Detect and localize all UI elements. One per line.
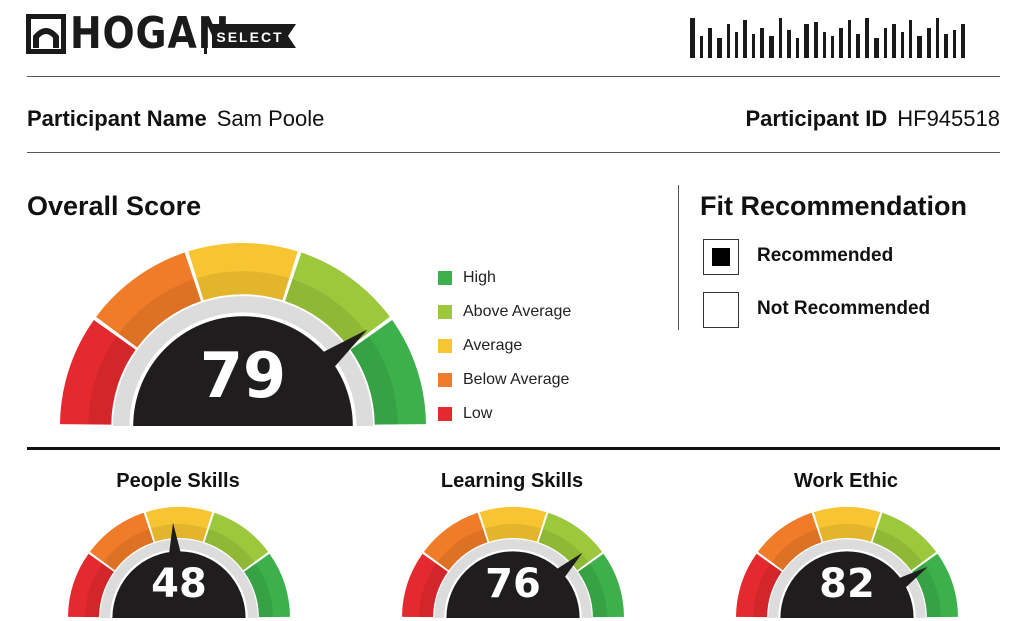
select-badge: SELECT — [204, 18, 296, 54]
overall-score-title: Overall Score — [27, 191, 202, 221]
high-segment — [350, 319, 426, 425]
fit-recommendation-title: Fit Recommendation — [700, 191, 968, 221]
gauge-needle-icon — [168, 522, 182, 557]
above-average-segment — [285, 252, 390, 348]
section-divider — [678, 185, 679, 330]
below-average-segment — [423, 512, 488, 571]
barcode-graphic — [690, 18, 965, 58]
legend-swatch-below-average — [438, 373, 452, 387]
gauge-dial — [446, 551, 580, 618]
gauge-track — [100, 539, 258, 618]
work-ethic-title: Work Ethic — [793, 470, 899, 492]
gauge-needle-icon — [895, 566, 928, 591]
low-segment — [736, 553, 782, 618]
low-segment — [68, 553, 114, 618]
participant-divider — [27, 152, 1000, 153]
legend-swatch-low — [438, 407, 452, 421]
below-average-segment — [757, 512, 822, 571]
learning-skills-title: Learning Skills — [440, 470, 584, 492]
gauge-dial — [780, 551, 914, 618]
legend-swatch-above-average — [438, 305, 452, 319]
participant-id-value: HF945518 — [897, 106, 1000, 131]
above-average-segment — [204, 512, 269, 571]
above-average-segment — [538, 512, 603, 571]
gauge-needle-icon — [553, 552, 583, 581]
recommended-checkbox[interactable] — [703, 239, 739, 275]
overall-score-value: 79 — [199, 339, 287, 412]
people-skills-score: 48 — [151, 561, 207, 607]
recommended-label: Recommended — [757, 245, 894, 266]
participant-name: Participant Name Sam Poole — [27, 104, 324, 134]
above-average-segment — [872, 512, 937, 571]
legend-label-below-average: Below Average — [463, 371, 570, 388]
people-skills-gauge — [68, 507, 290, 618]
not-recommended-label: Not Recommended — [757, 298, 931, 319]
select-badge-text: SELECT — [216, 29, 283, 45]
skills-divider — [27, 447, 1000, 450]
legend-swatch-average — [438, 339, 452, 353]
below-average-segment — [89, 512, 154, 571]
participant-id: Participant ID HF945518 — [745, 104, 1000, 134]
gauge-dial — [133, 316, 353, 426]
header-divider — [27, 76, 1000, 77]
gauge-needle-icon — [316, 329, 368, 373]
average-segment — [813, 507, 881, 542]
learning-skills-gauge — [402, 507, 624, 618]
gauge-track — [434, 539, 592, 618]
people-skills-title: People Skills — [116, 470, 240, 492]
average-segment — [479, 507, 547, 542]
gauge-track — [768, 539, 926, 618]
learning-skills-score: 76 — [485, 561, 541, 607]
participant-id-label: Participant ID — [745, 106, 888, 131]
legend-label-low: Low — [463, 405, 493, 422]
high-segment — [578, 553, 624, 618]
low-segment — [402, 553, 448, 618]
overall-score-gauge — [60, 243, 426, 426]
gauge-dial — [112, 551, 246, 618]
average-segment — [188, 243, 298, 301]
legend-label-high: High — [463, 269, 496, 286]
gauge-track — [113, 296, 373, 426]
work-ethic-gauge — [736, 507, 958, 618]
below-average-segment — [96, 252, 201, 348]
hogan-logo-icon — [26, 14, 66, 54]
not-recommended-checkbox[interactable] — [703, 292, 739, 328]
work-ethic-score: 82 — [819, 561, 875, 607]
legend-label-average: Average — [463, 337, 523, 354]
checkbox-fill-icon — [712, 248, 730, 266]
low-segment — [60, 319, 136, 425]
legend-swatch-high — [438, 271, 452, 285]
logo-wordmark: HOGAN — [70, 8, 231, 59]
high-segment — [244, 553, 290, 618]
legend-label-above-average: Above Average — [463, 303, 572, 320]
average-segment — [145, 507, 213, 542]
participant-name-value: Sam Poole — [216, 106, 325, 131]
participant-name-label: Participant Name — [27, 106, 207, 131]
